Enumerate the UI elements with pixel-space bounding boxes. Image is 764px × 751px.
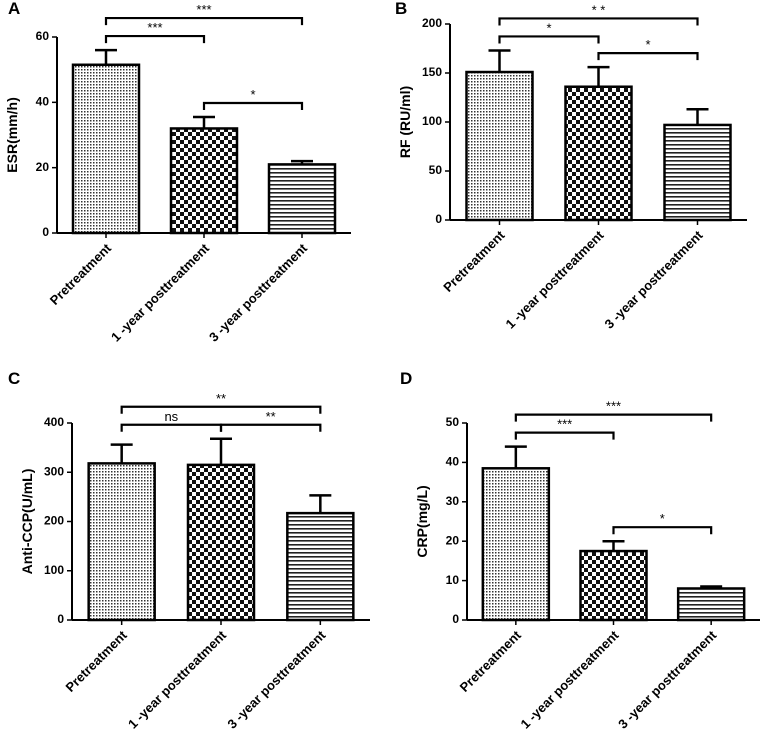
x-tick-label: Pretreatment bbox=[457, 627, 525, 695]
x-tick-label: 1 -year posttreatment bbox=[518, 627, 623, 732]
y-tick-label: 20 bbox=[446, 533, 460, 547]
error-bar bbox=[488, 49, 511, 73]
error-bar bbox=[587, 65, 610, 87]
bar bbox=[267, 163, 337, 235]
y-axis-title: RF (RU/ml) bbox=[397, 86, 413, 158]
y-tick-label: 300 bbox=[44, 464, 64, 478]
bar bbox=[465, 70, 534, 222]
significance-label: *** bbox=[557, 417, 572, 432]
y-tick-label: 0 bbox=[42, 225, 49, 239]
y-tick-label: 400 bbox=[44, 415, 64, 429]
y-tick-label: 200 bbox=[422, 16, 442, 30]
panel-letter: B bbox=[395, 0, 407, 18]
significance-bracket bbox=[104, 16, 304, 26]
y-tick-label: 150 bbox=[422, 65, 442, 79]
significance-bracket bbox=[514, 431, 615, 440]
significance-bracket bbox=[498, 17, 699, 26]
x-tick-label: 1 -year posttreatment bbox=[125, 627, 230, 732]
significance-label: ** bbox=[216, 391, 226, 406]
y-tick-label: 40 bbox=[446, 455, 460, 469]
y-axis-title: CRP(mg/L) bbox=[414, 485, 430, 557]
error-bar bbox=[602, 539, 625, 552]
bar bbox=[481, 467, 551, 622]
y-tick-label: 30 bbox=[446, 494, 460, 508]
bar bbox=[579, 549, 648, 622]
bar bbox=[564, 85, 633, 222]
bar bbox=[286, 511, 355, 622]
y-tick-label: 50 bbox=[446, 415, 460, 429]
x-tick-label: 1 -year posttreatment bbox=[108, 240, 213, 345]
y-tick-label: 50 bbox=[429, 163, 443, 177]
significance-bracket bbox=[104, 34, 206, 44]
significance-bracket bbox=[597, 52, 699, 61]
significance-bracket bbox=[202, 101, 304, 111]
error-bar bbox=[193, 115, 215, 129]
significance-label: * bbox=[660, 511, 665, 526]
panel-letter: C bbox=[8, 369, 20, 388]
y-tick-label: 0 bbox=[435, 212, 442, 226]
significance-label: ** bbox=[266, 409, 276, 424]
error-bar bbox=[700, 585, 723, 589]
panel-letter: A bbox=[8, 0, 20, 18]
error-bar bbox=[309, 494, 332, 514]
x-tick-label: 3 -year posttreatment bbox=[602, 227, 707, 332]
panel-letter: D bbox=[400, 369, 412, 388]
y-tick-label: 0 bbox=[57, 612, 64, 626]
x-tick-label: 3 -year posttreatment bbox=[224, 627, 329, 732]
significance-bracket bbox=[219, 423, 322, 432]
significance-bracket bbox=[612, 526, 713, 535]
significance-bracket bbox=[120, 405, 322, 414]
x-tick-label: Pretreatment bbox=[62, 627, 130, 695]
y-tick-label: 40 bbox=[36, 95, 50, 109]
y-axis-title: Anti-CCP(U/mL) bbox=[19, 469, 35, 575]
significance-label: * * bbox=[592, 2, 606, 17]
significance-bracket bbox=[514, 413, 713, 422]
error-bar bbox=[210, 437, 232, 465]
y-tick-label: 100 bbox=[44, 563, 64, 577]
significance-label: * bbox=[250, 87, 255, 102]
y-tick-label: 200 bbox=[44, 514, 64, 528]
y-tick-label: 60 bbox=[36, 29, 50, 43]
significance-label: * bbox=[546, 20, 551, 35]
significance-bracket bbox=[120, 423, 223, 432]
x-tick-label: 3 -year posttreatment bbox=[206, 240, 311, 345]
significance-bracket bbox=[498, 35, 600, 44]
significance-label: *** bbox=[196, 2, 211, 17]
x-tick-label: 1 -year posttreatment bbox=[503, 227, 608, 332]
x-tick-label: Pretreatment bbox=[440, 227, 508, 295]
x-tick-label: Pretreatment bbox=[47, 240, 115, 308]
significance-label: ns bbox=[164, 409, 178, 424]
bar bbox=[87, 462, 156, 622]
error-bar bbox=[504, 445, 527, 469]
bar bbox=[663, 123, 732, 222]
bar bbox=[71, 63, 141, 235]
y-tick-label: 10 bbox=[446, 573, 460, 587]
bar bbox=[169, 127, 239, 235]
x-tick-label: 3 -year posttreatment bbox=[615, 627, 720, 732]
bar bbox=[676, 587, 746, 622]
y-axis-title: ESR(mm/h) bbox=[4, 97, 20, 172]
error-bar bbox=[291, 159, 313, 165]
error-bar bbox=[110, 443, 133, 464]
significance-label: *** bbox=[606, 399, 621, 414]
y-tick-label: 0 bbox=[452, 612, 459, 626]
y-tick-label: 20 bbox=[36, 160, 50, 174]
error-bar bbox=[686, 108, 709, 125]
y-tick-label: 100 bbox=[422, 114, 442, 128]
significance-label: *** bbox=[147, 20, 162, 35]
significance-label: * bbox=[645, 37, 650, 52]
error-bar bbox=[95, 48, 117, 65]
bar bbox=[186, 463, 256, 622]
